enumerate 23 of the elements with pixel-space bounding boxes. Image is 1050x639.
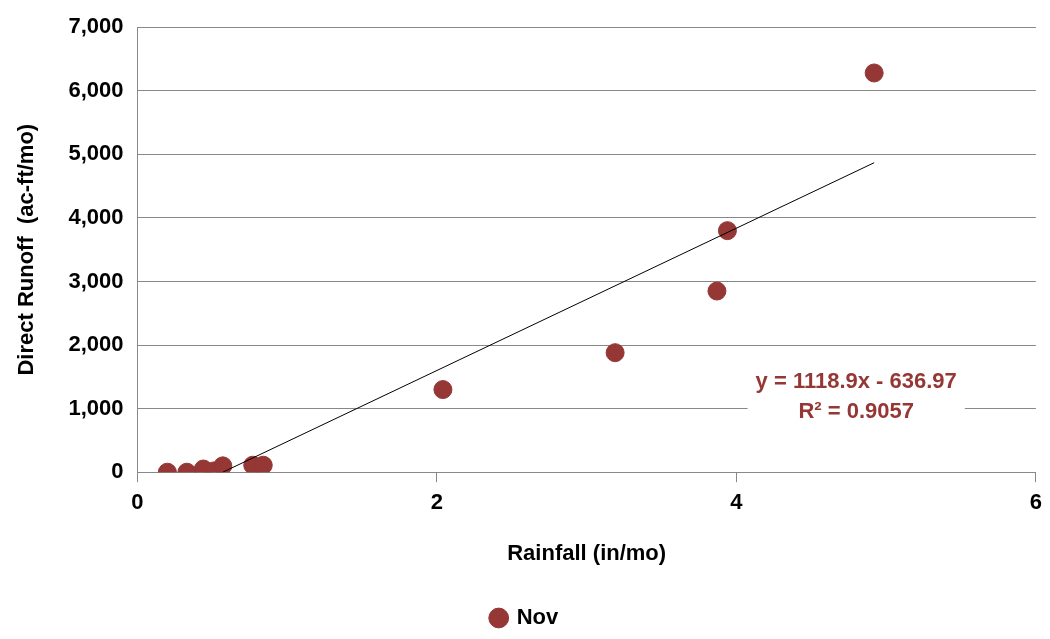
point bbox=[605, 343, 625, 363]
annotation: y = 1118.9x - 636.97 bbox=[755, 368, 957, 394]
point bbox=[717, 221, 737, 241]
y-tick-label: 1,000 bbox=[68, 394, 124, 420]
y-tick-label: 6,000 bbox=[68, 76, 124, 102]
x-tick-label: 6 bbox=[1029, 489, 1043, 515]
y-tick-label: 4,000 bbox=[68, 203, 124, 229]
point bbox=[433, 380, 453, 400]
y-tick-label: 7,000 bbox=[68, 13, 124, 39]
x-tick-label: 4 bbox=[730, 489, 744, 515]
y-tick-label: 5,000 bbox=[68, 140, 124, 166]
x-tick-label: 2 bbox=[430, 489, 444, 515]
legend-label: Nov bbox=[516, 604, 560, 630]
point bbox=[864, 63, 884, 83]
x-axis-title: Rainfall (in/mo) bbox=[507, 539, 667, 565]
y-axis-title: Direct Runoff (ac-ft/mo) bbox=[13, 123, 39, 376]
y-tick-label: 0 bbox=[111, 458, 124, 484]
point bbox=[213, 456, 233, 473]
annotation: R² = 0.9057 bbox=[798, 398, 914, 424]
x-tick-label: 0 bbox=[131, 489, 144, 515]
y-tick-label: 3,000 bbox=[68, 267, 124, 293]
point bbox=[707, 281, 727, 301]
y-tick-label: 2,000 bbox=[68, 331, 124, 357]
